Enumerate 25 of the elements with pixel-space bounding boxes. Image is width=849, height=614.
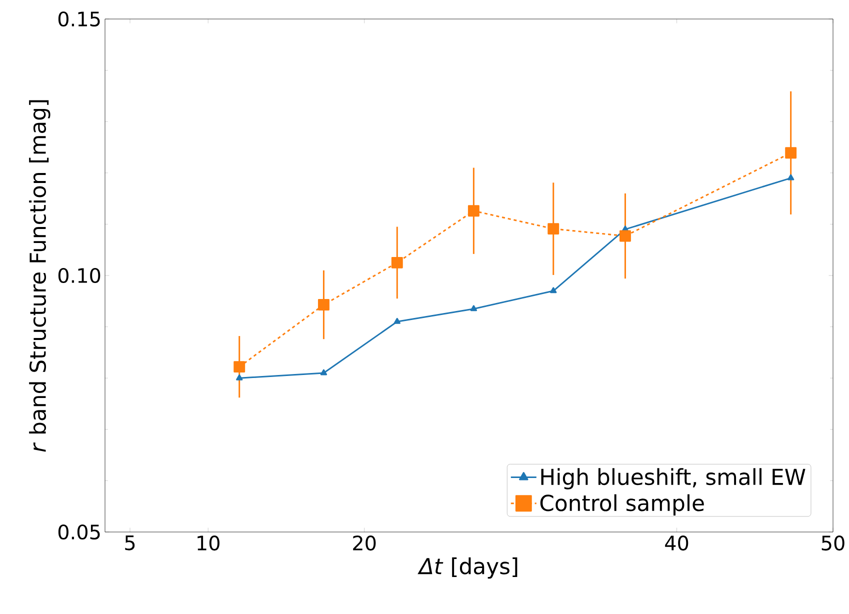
y-tick-label: 0.15 (58, 11, 100, 27)
legend-label: High blueshift, small EW (541, 468, 806, 490)
point (787, 174, 794, 180)
point (470, 305, 478, 312)
x-tick-label: 50 (822, 536, 844, 551)
point (320, 369, 328, 376)
point (236, 374, 243, 380)
point (234, 361, 246, 373)
x-tick-label: 5 (125, 536, 135, 550)
x-axis-title: Δt [days] (418, 557, 518, 579)
y-axis-title: r band Structure Function [mag] (29, 100, 50, 452)
point (394, 318, 400, 324)
point (391, 256, 403, 268)
point (318, 299, 330, 310)
point (468, 205, 480, 217)
x-tick-label: 10 (198, 536, 220, 551)
legend-label: Control sample (540, 494, 704, 516)
x-tick-label: 40 (665, 536, 688, 551)
point (619, 230, 631, 242)
y-tick-label: 0.10 (58, 268, 100, 284)
y-tick-label: 0.05 (58, 524, 100, 540)
point (548, 223, 560, 235)
point (550, 287, 557, 294)
point (785, 147, 797, 159)
x-tick-label: 20 (353, 536, 376, 551)
